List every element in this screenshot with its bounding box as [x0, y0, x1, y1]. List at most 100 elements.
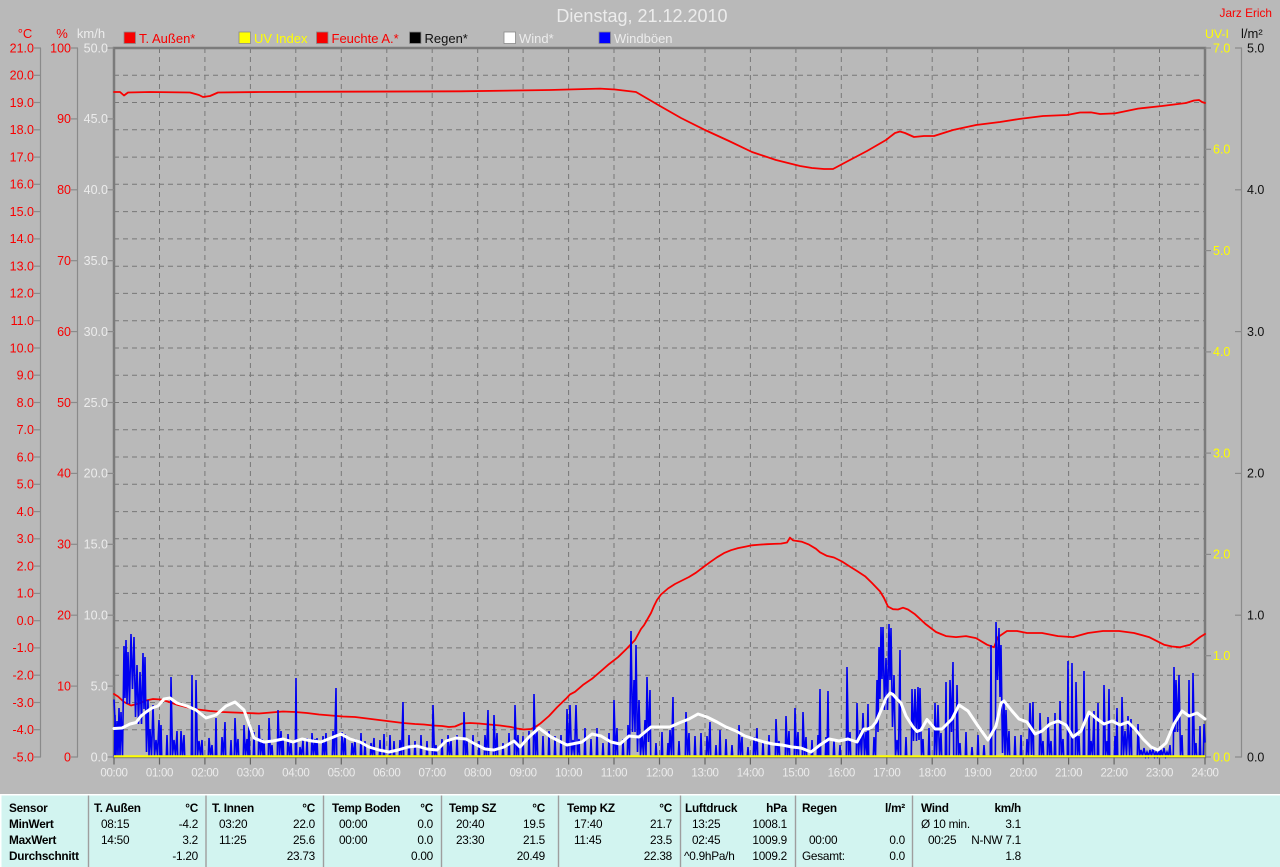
svg-text:35.0: 35.0 [84, 254, 108, 268]
svg-text:1.0: 1.0 [1213, 649, 1230, 663]
svg-text:9.0: 9.0 [17, 369, 34, 383]
svg-text:1.8: 1.8 [1005, 849, 1021, 863]
svg-text:18:00: 18:00 [919, 768, 946, 780]
svg-text:12:00: 12:00 [646, 768, 673, 780]
svg-text:1.0: 1.0 [17, 587, 34, 601]
svg-text:20:40: 20:40 [456, 817, 485, 831]
svg-text:Temp SZ: Temp SZ [449, 801, 496, 815]
svg-text:Feuchte A.*: Feuchte A.* [332, 31, 399, 46]
svg-text:11.0: 11.0 [11, 314, 34, 328]
svg-text:T. Außen*: T. Außen* [139, 31, 195, 46]
svg-text:10: 10 [57, 679, 71, 693]
svg-text:1.0: 1.0 [1247, 609, 1264, 623]
svg-text:11:45: 11:45 [574, 833, 602, 847]
svg-text:13.0: 13.0 [10, 260, 34, 274]
svg-text:Sensor: Sensor [9, 801, 48, 815]
svg-text:3.0: 3.0 [17, 532, 34, 546]
svg-text:90: 90 [57, 112, 71, 126]
svg-text:3.0: 3.0 [1213, 446, 1230, 460]
svg-text:3.1: 3.1 [1005, 817, 1021, 831]
svg-text:16:00: 16:00 [828, 768, 855, 780]
svg-text:17.0: 17.0 [10, 150, 34, 164]
svg-text:°C: °C [659, 801, 672, 815]
svg-text:00:00: 00:00 [809, 833, 838, 847]
svg-text:30: 30 [57, 538, 71, 552]
svg-text:l/m²: l/m² [885, 801, 905, 815]
svg-text:-1.0: -1.0 [12, 641, 34, 655]
svg-text:T. Außen: T. Außen [94, 801, 141, 815]
svg-text:5.0: 5.0 [1213, 244, 1230, 258]
svg-text:21:00: 21:00 [1055, 768, 1082, 780]
svg-text:24:00: 24:00 [1191, 768, 1218, 780]
svg-text:Windböen: Windböen [614, 31, 673, 46]
svg-text:20.0: 20.0 [84, 467, 108, 481]
svg-text:19:00: 19:00 [964, 768, 991, 780]
svg-text:0.0: 0.0 [1213, 750, 1230, 764]
svg-text:01:00: 01:00 [146, 768, 173, 780]
svg-text:08:15: 08:15 [101, 817, 130, 831]
svg-text:1009.2: 1009.2 [752, 849, 787, 863]
svg-text:Gesamt:: Gesamt: [802, 849, 845, 863]
svg-text:08:00: 08:00 [464, 768, 491, 780]
svg-text:09:00: 09:00 [509, 768, 536, 780]
svg-text:14:50: 14:50 [101, 833, 130, 847]
svg-text:0.0: 0.0 [417, 833, 433, 847]
svg-text:80: 80 [57, 183, 71, 197]
svg-text:°C: °C [185, 801, 198, 815]
svg-text:25.6: 25.6 [293, 833, 316, 847]
svg-text:21.5: 21.5 [523, 833, 546, 847]
svg-text:18.0: 18.0 [10, 123, 34, 137]
svg-text:70: 70 [57, 254, 71, 268]
svg-text:06:00: 06:00 [373, 768, 400, 780]
svg-text:21.7: 21.7 [650, 817, 672, 831]
svg-text:Temp Boden: Temp Boden [332, 801, 400, 815]
svg-text:23:00: 23:00 [1146, 768, 1173, 780]
svg-text:km/h: km/h [77, 26, 105, 41]
svg-text:40.0: 40.0 [84, 183, 108, 197]
svg-text:20.0: 20.0 [10, 69, 34, 83]
svg-text:-5.0: -5.0 [12, 750, 34, 764]
svg-text:hPa: hPa [766, 801, 788, 815]
svg-text:20.49: 20.49 [517, 849, 545, 863]
svg-text:-4.2: -4.2 [179, 817, 198, 831]
svg-text:60: 60 [57, 325, 71, 339]
svg-text:16.0: 16.0 [10, 178, 34, 192]
svg-text:4.0: 4.0 [1213, 345, 1230, 359]
svg-text:4.0: 4.0 [17, 505, 34, 519]
svg-text:05:00: 05:00 [328, 768, 355, 780]
svg-text:11:25: 11:25 [219, 833, 247, 847]
svg-text:22.0: 22.0 [293, 817, 316, 831]
svg-text:23.73: 23.73 [287, 849, 316, 863]
svg-text:7.0: 7.0 [1213, 41, 1230, 55]
svg-text:19.0: 19.0 [10, 96, 34, 110]
svg-text:MaxWert: MaxWert [9, 833, 57, 847]
svg-text:°C: °C [420, 801, 433, 815]
svg-text:5.0: 5.0 [1247, 41, 1264, 55]
svg-text:45.0: 45.0 [84, 112, 108, 126]
svg-text:4.0: 4.0 [1247, 183, 1264, 197]
svg-text:l/m²: l/m² [1241, 26, 1263, 41]
svg-text:^0.9hPa/h: ^0.9hPa/h [684, 849, 735, 863]
svg-text:T. Innen: T. Innen [212, 801, 254, 815]
svg-text:100: 100 [50, 41, 71, 55]
svg-text:-1.20: -1.20 [172, 849, 198, 863]
svg-text:2.0: 2.0 [1247, 467, 1264, 481]
svg-text:7.0: 7.0 [17, 423, 34, 437]
svg-text:3.2: 3.2 [182, 833, 198, 847]
svg-text:Dienstag, 21.12.2010: Dienstag, 21.12.2010 [556, 6, 727, 26]
svg-text:Durchschnitt: Durchschnitt [9, 849, 79, 863]
svg-text:23.5: 23.5 [650, 833, 673, 847]
svg-text:Regen: Regen [802, 801, 837, 815]
svg-text:5.0: 5.0 [91, 679, 108, 693]
svg-text:14.0: 14.0 [10, 232, 34, 246]
svg-text:°C: °C [18, 26, 33, 41]
svg-text:00:00: 00:00 [100, 768, 127, 780]
svg-text:-3.0: -3.0 [12, 696, 34, 710]
svg-text:00:00: 00:00 [339, 833, 368, 847]
svg-text:1009.9: 1009.9 [752, 833, 787, 847]
svg-text:10:00: 10:00 [555, 768, 582, 780]
svg-text:10.0: 10.0 [10, 341, 34, 355]
svg-text:20:00: 20:00 [1010, 768, 1037, 780]
svg-text:6.0: 6.0 [1213, 143, 1230, 157]
svg-text:50.0: 50.0 [84, 41, 108, 55]
